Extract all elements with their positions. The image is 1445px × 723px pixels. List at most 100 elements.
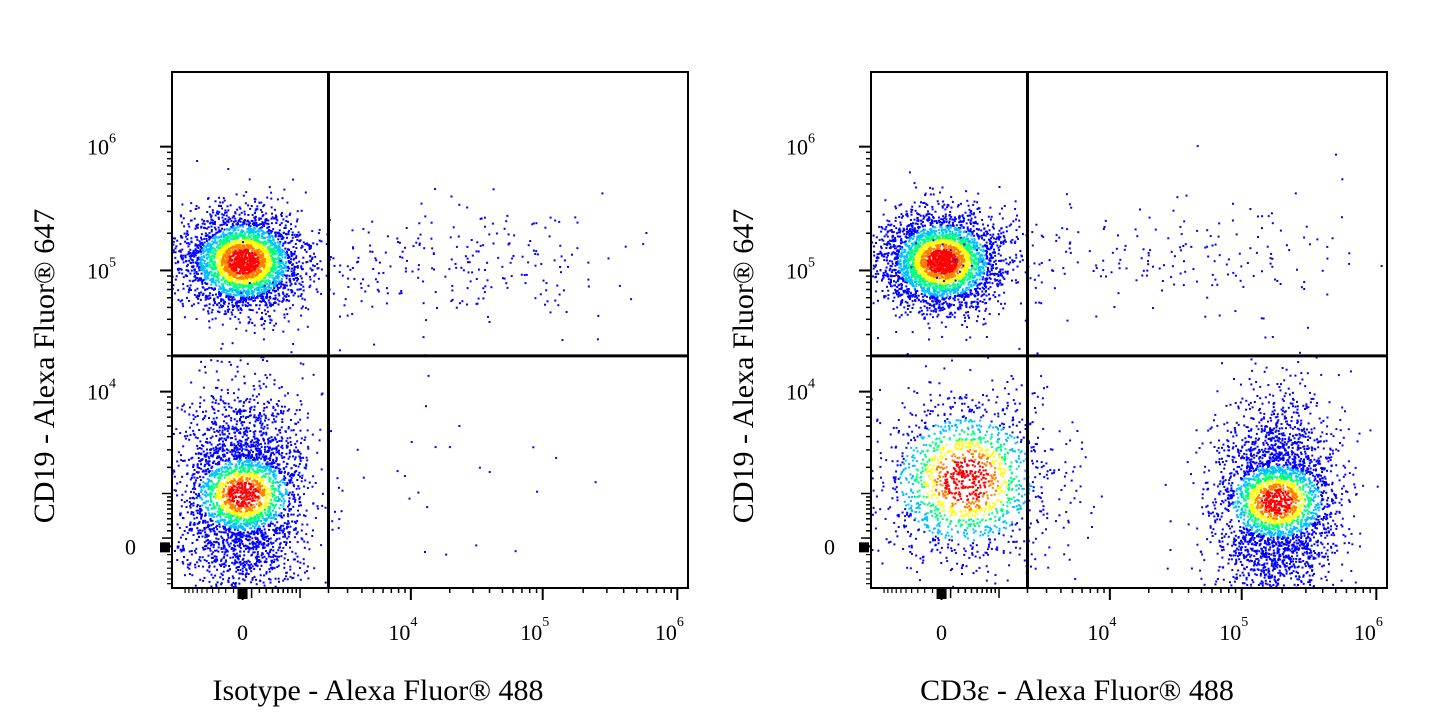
event-dot [182,283,184,285]
event-dot [279,229,281,231]
event-dot [208,429,210,431]
event-dot [184,501,186,503]
event-dot [196,318,198,320]
event-dot [194,550,196,552]
event-dot [204,577,206,579]
event-dot [254,373,256,375]
event-dot [263,428,265,430]
event-dot [287,289,289,291]
event-dot [232,342,234,344]
event-dot [286,463,288,465]
event-dot [299,496,301,498]
event-dot [226,215,228,217]
event-dot [186,485,188,487]
event-dot [266,451,268,453]
event-dot [239,322,241,324]
event-dot [271,449,273,451]
event-dot [260,251,262,253]
event-dot [187,532,189,534]
event-dot [255,448,257,450]
event-dot [203,245,205,247]
event-dot [313,374,315,376]
event-dot [270,255,272,257]
event-dot [235,571,237,573]
event-dot [188,414,190,416]
event-dot [301,477,303,479]
event-dot [249,318,251,320]
event-dot [262,215,264,217]
event-dot [232,451,234,453]
event-dot [243,289,245,291]
event-dot [230,220,232,222]
event-dot [298,488,300,490]
event-dot [221,582,223,584]
event-dot [275,295,277,297]
event-dot [204,531,206,533]
event-dot [238,235,240,237]
event-dot [227,209,229,211]
event-dot [192,265,194,267]
event-dot [292,491,294,493]
event-dot [285,282,287,284]
event-dot [281,222,283,224]
event-dot [194,522,196,524]
event-dot [254,414,256,416]
event-dot [186,238,188,240]
event-dot [201,262,203,264]
event-dot [218,457,220,459]
event-dot [264,420,266,422]
event-dot [292,455,294,457]
event-dot [213,423,215,425]
event-dot [266,236,268,238]
event-dot [207,198,209,200]
event-dot [300,504,302,506]
event-dot [241,410,243,412]
event-dot [209,528,211,530]
event-dot [204,415,206,417]
event-dot [268,538,270,540]
event-dot [229,451,231,453]
event-dot [155,485,157,487]
event-dot [231,379,233,381]
event-dot [229,218,231,220]
event-dot [254,576,256,578]
event-dot [195,436,197,438]
event-dot [256,541,258,543]
event-dot [212,318,214,320]
event-dot [319,229,321,231]
event-dot [251,554,253,556]
event-dot [255,545,257,547]
event-dot [285,608,287,610]
event-dot [256,312,258,314]
event-dot [163,283,165,285]
event-dot [242,436,244,438]
event-dot [270,541,272,543]
event-dot [215,282,217,284]
event-dot [284,522,286,524]
event-dot [277,241,279,243]
event-dot [198,559,200,561]
event-dot [219,426,221,428]
event-dot [245,417,247,419]
event-dot [174,238,176,240]
event-dot [281,421,283,423]
event-dot [267,443,269,445]
event-dot [278,254,280,256]
event-dot [265,417,267,419]
event-dot [295,434,297,436]
event-dot [268,402,270,404]
event-dot [227,284,229,286]
event-dot [286,447,288,449]
event-dot [225,549,227,551]
event-dot [304,439,306,441]
event-dot [219,448,221,450]
event-dot [236,227,238,229]
event-dot [169,479,171,481]
event-dot [230,288,232,290]
event-dot [207,442,209,444]
event-dot [188,226,190,228]
event-dot [194,228,196,230]
event-dot [295,226,297,228]
event-dot [189,501,191,503]
event-dot [230,600,232,602]
